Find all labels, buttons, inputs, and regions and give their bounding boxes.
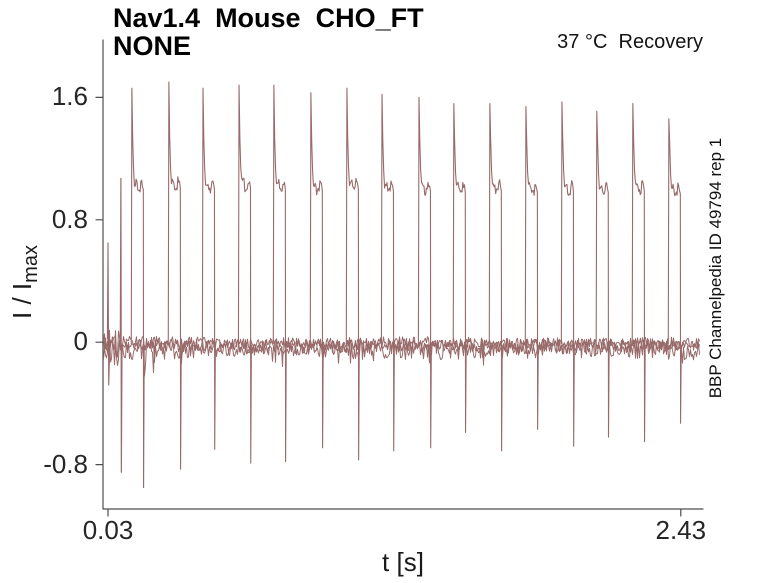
recovery-event-trace-12 — [524, 106, 539, 430]
recovery-event-trace-7 — [345, 87, 360, 461]
recovery-event-trace-11 — [488, 102, 503, 452]
recovery-event-trace-14 — [595, 110, 610, 438]
recovery-event-trace-10 — [452, 102, 467, 434]
recovery-event-trace-4 — [237, 84, 252, 464]
recovery-event-trace-8 — [380, 93, 395, 452]
y-tick-label--0.8: -0.8 — [43, 448, 88, 479]
chart-title-line1: Nav1.4 Mouse CHO_FT — [113, 3, 424, 33]
recovery-event-trace-1 — [130, 87, 145, 489]
baseline-noise-trace-3 — [103, 329, 700, 377]
recovery-event-trace-6 — [309, 92, 324, 449]
y-tick-label-1.6: 1.6 — [51, 81, 88, 112]
recovery-event-trace-16 — [667, 118, 682, 424]
chart-title-line2: NONE — [113, 31, 192, 61]
recovery-event-trace-15 — [631, 102, 646, 443]
y-axis-label: I / Imax — [6, 212, 42, 352]
y-tick-label-0.8: 0.8 — [51, 203, 88, 234]
axis-spines-and-ticks — [95, 39, 704, 517]
recovery-event-trace-9 — [417, 96, 432, 449]
y-axis-label-subscript: max — [20, 245, 43, 283]
recovery-event-trace-13 — [560, 101, 575, 447]
initial-transient-spike — [106, 242, 112, 386]
source-id-label: BBP Channelpedia ID 49794 rep 1 — [706, 137, 725, 399]
x-axis-label: t [s] — [382, 547, 424, 577]
x-tick-label-0.03: 0.03 — [82, 515, 134, 545]
temperature-protocol-annotation: 37 °C Recovery — [557, 31, 703, 53]
y-tick-label-0: 0 — [73, 326, 88, 357]
recovery-event-trace-3 — [201, 87, 216, 450]
y-axis-label-main: I / I — [7, 282, 37, 319]
x-tick-label-2.43: 2.43 — [655, 515, 707, 545]
conditioning-pulse-trace — [119, 177, 123, 473]
recovery-event-trace-5 — [272, 84, 287, 463]
recovery-event-trace-2 — [167, 81, 182, 470]
